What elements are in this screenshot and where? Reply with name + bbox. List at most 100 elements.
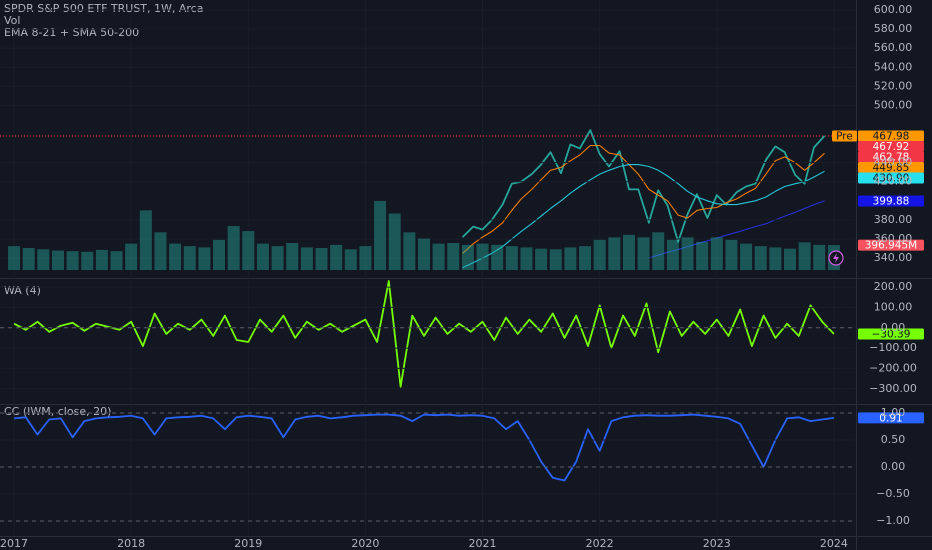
y-tick-label: 1.00 — [881, 406, 906, 419]
price-tag — [858, 130, 924, 142]
y-tick-label: −0.50 — [876, 487, 910, 500]
volume-bar — [154, 232, 167, 270]
price-tag-label: 467.98 — [873, 130, 910, 142]
volume-bar — [286, 243, 299, 270]
volume-bar — [710, 237, 723, 270]
y-tick-label: 540.00 — [874, 60, 913, 73]
volume-bar — [81, 251, 94, 270]
volume-bar — [388, 213, 401, 270]
price-tag-label: 462.78 — [873, 151, 910, 163]
volume-bar — [637, 237, 650, 270]
icon-bolt — [833, 253, 839, 263]
price-tag — [858, 172, 924, 184]
lightning-icon[interactable] — [828, 250, 844, 266]
series-line — [14, 413, 835, 482]
x-tick-label: 2019 — [234, 537, 262, 550]
volume-bar — [564, 247, 577, 270]
y-tick-label: 360.00 — [874, 232, 913, 245]
series-line — [648, 200, 825, 259]
y-tick-label: −200.00 — [869, 361, 917, 374]
volume-bar — [535, 248, 548, 270]
pane-title: CC (IWM, close, 20) — [4, 405, 111, 418]
volume-bar — [330, 244, 343, 270]
y-tick-label: 420.00 — [874, 175, 913, 188]
y-tick-label: 200.00 — [874, 280, 913, 293]
volume-bar — [51, 250, 64, 270]
pre-tag — [832, 130, 857, 142]
price-tag-label: 467.92 — [873, 141, 910, 153]
y-tick-label: 580.00 — [874, 22, 913, 35]
volume-bar — [579, 246, 592, 270]
x-tick-label: 2024 — [820, 537, 848, 550]
y-tick-label: 0.00 — [881, 460, 906, 473]
volume-bar — [198, 247, 211, 270]
price-tag — [858, 140, 924, 152]
volume-bar — [227, 226, 240, 270]
price-tag — [858, 412, 924, 424]
x-tick-label: 2020 — [351, 537, 379, 550]
x-tick-label: 2021 — [469, 537, 497, 550]
x-tick-label: 2023 — [703, 537, 731, 550]
pane-title: Vol — [4, 14, 20, 27]
volume-bar — [432, 243, 445, 270]
y-tick-label: 0.00 — [881, 321, 906, 334]
volume-bar — [696, 241, 709, 270]
y-tick-label: −300.00 — [869, 382, 917, 395]
volume-bar — [608, 237, 621, 270]
volume-bar — [491, 244, 504, 270]
price-tag — [858, 151, 924, 163]
y-tick-label: 600.00 — [874, 3, 913, 16]
volume-bar — [652, 232, 665, 270]
volume-bar — [417, 238, 430, 270]
volume-bar — [622, 234, 635, 270]
y-tick-label: 560.00 — [874, 41, 913, 54]
y-tick-label: 340.00 — [874, 251, 913, 264]
pre-tag-label: Pre — [836, 130, 853, 142]
y-tick-label: 100.00 — [874, 300, 913, 313]
volume-bar — [593, 239, 606, 270]
price-tag-label: −30.39 — [872, 328, 911, 340]
price-tag — [858, 328, 924, 340]
volume-bar — [505, 246, 518, 270]
x-tick-label: 2022 — [586, 537, 614, 550]
volume-bar — [769, 247, 782, 270]
foreground — [0, 129, 855, 482]
volume-bar — [783, 248, 796, 270]
volume-bar — [359, 246, 372, 270]
volume-bar — [66, 251, 79, 270]
volume-bar — [476, 243, 489, 270]
volume-bar — [374, 200, 387, 270]
series-line — [13, 280, 835, 388]
volume-bar — [213, 239, 226, 270]
price-tag — [858, 195, 924, 207]
price-tag — [858, 239, 924, 251]
price-tag-label: 396.945M — [865, 240, 917, 252]
volume-bar — [256, 243, 269, 270]
volume-bar — [344, 249, 357, 270]
x-tick-label: 2018 — [117, 537, 145, 550]
pane-title: WA (4) — [4, 284, 41, 297]
volume-bar — [520, 247, 533, 270]
price-tag-label: 430.90 — [873, 172, 910, 184]
volume-bar — [95, 249, 108, 270]
volume-bar — [754, 246, 767, 270]
volume-bar — [725, 239, 738, 270]
y-tick-label: 440.00 — [874, 156, 913, 169]
price-tag-label: 399.88 — [873, 195, 910, 207]
volume-bar — [22, 248, 35, 270]
series-line — [462, 164, 825, 269]
volume-bar — [8, 246, 21, 270]
y-tick-label: −100.00 — [869, 341, 917, 354]
volume-bar — [242, 231, 255, 270]
volume-bar — [110, 251, 123, 270]
volume-bar — [169, 243, 182, 270]
volume-bar — [681, 237, 694, 270]
price-tag — [858, 161, 924, 173]
volume-bar — [139, 210, 152, 270]
y-tick-label: 520.00 — [874, 79, 913, 92]
pane-title: SPDR S&P 500 ETF TRUST, 1W, Arca — [4, 2, 203, 15]
volume-bar — [549, 249, 562, 270]
